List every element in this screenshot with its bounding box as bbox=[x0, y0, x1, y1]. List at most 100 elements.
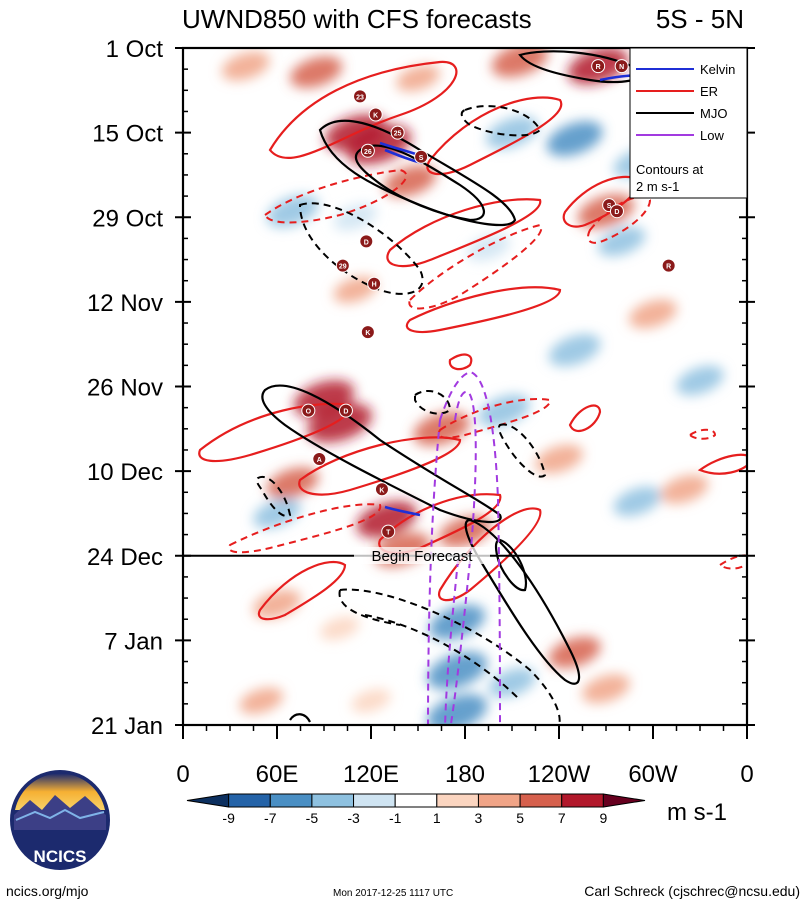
er-contour bbox=[257, 560, 347, 621]
anomaly-blob bbox=[548, 334, 601, 367]
storm-marker: K bbox=[360, 325, 375, 340]
y-axis-labels: 1 Oct 15 Oct 29 Oct 12 Nov 26 Nov 10 Dec 24 De… bbox=[87, 36, 163, 740]
legend-box bbox=[629, 47, 748, 199]
y-tick-label: 12 Nov bbox=[87, 290, 163, 317]
anomaly-blob bbox=[486, 116, 538, 149]
er-contour bbox=[688, 428, 717, 440]
er-contour bbox=[437, 507, 542, 602]
y-tick-label: 1 Oct bbox=[106, 36, 164, 63]
storm-marker: S bbox=[414, 149, 429, 164]
er-contour bbox=[268, 60, 458, 160]
colorbar-units: m s-1 bbox=[667, 799, 727, 826]
storm-marker: D bbox=[338, 403, 353, 418]
mjo-contour bbox=[338, 588, 561, 725]
er-contour bbox=[263, 168, 408, 224]
anomaly-blob bbox=[548, 636, 601, 669]
chart-title: UWND850 with CFS forecasts bbox=[182, 4, 532, 34]
mjo-contour bbox=[414, 390, 452, 415]
region-label: 5S - 5N bbox=[656, 4, 744, 34]
y-tick-label: 26 Nov bbox=[87, 375, 163, 402]
er-contour bbox=[448, 353, 473, 371]
legend-note-line2: 2 m s-1 bbox=[636, 179, 679, 194]
storm-marker: 29 bbox=[335, 258, 350, 273]
colorbar-bin bbox=[436, 793, 479, 808]
legend-label: ER bbox=[700, 84, 718, 99]
mjo-contour bbox=[497, 423, 547, 478]
storm-marker-label: R bbox=[666, 264, 671, 271]
axis-ticks bbox=[175, 47, 755, 739]
ncics-logo: NCICS bbox=[10, 770, 110, 870]
er-contour bbox=[386, 198, 542, 268]
colorbar-tick-label: 1 bbox=[433, 810, 441, 826]
mjo-contour bbox=[298, 202, 424, 295]
storm-marker: 23 bbox=[353, 89, 368, 104]
footer-url[interactable]: ncics.org/mjo bbox=[6, 883, 89, 899]
anomaly-blob bbox=[488, 667, 536, 698]
storm-marker-icon bbox=[609, 204, 624, 219]
anomaly-blob bbox=[676, 365, 724, 396]
storm-marker-icon bbox=[591, 59, 606, 74]
storm-marker: N bbox=[614, 59, 629, 74]
storm-marker-label: S bbox=[419, 155, 424, 162]
x-tick-label: 120E bbox=[343, 761, 399, 788]
er-contour bbox=[298, 436, 462, 496]
storm-marker-icon bbox=[360, 143, 375, 158]
storm-marker-icon bbox=[661, 258, 676, 273]
storm-marker-icon bbox=[359, 234, 374, 249]
x-tick-label: 120W bbox=[528, 761, 591, 788]
storm-marker-icon bbox=[368, 107, 383, 122]
mjo-contour bbox=[289, 713, 311, 723]
er-contour bbox=[228, 503, 382, 554]
y-tick-label: 10 Dec bbox=[87, 459, 163, 486]
low-contour bbox=[439, 370, 501, 725]
anomaly-blob bbox=[660, 474, 709, 504]
mjo-contour bbox=[318, 119, 517, 227]
storm-marker-label: K bbox=[379, 487, 384, 494]
storm-marker-icon bbox=[414, 149, 429, 164]
colorbar-tick-label: 7 bbox=[558, 810, 566, 826]
legend-label: Kelvin bbox=[700, 62, 735, 77]
storm-marker-icon bbox=[335, 258, 350, 273]
x-tick-label: 0 bbox=[176, 761, 189, 788]
er-contours-negative bbox=[228, 168, 747, 570]
legend-note-line1: Contours at bbox=[636, 162, 704, 177]
anomaly-blob bbox=[290, 56, 343, 88]
colorbar-tick-label: -9 bbox=[222, 810, 235, 826]
colorbar-bin bbox=[353, 793, 396, 808]
x-tick-label: 0 bbox=[740, 761, 753, 788]
colorbar-bin bbox=[477, 793, 521, 808]
colorbar-bin bbox=[269, 793, 313, 808]
logo-text: NCICS bbox=[34, 847, 87, 866]
er-contour bbox=[587, 195, 652, 244]
storm-marker-label: K bbox=[365, 330, 370, 337]
storm-marker: A bbox=[312, 452, 327, 467]
storm-marker-label: 26 bbox=[364, 149, 372, 156]
storm-marker-label: 29 bbox=[339, 264, 347, 271]
anomaly-blob bbox=[320, 616, 360, 641]
storm-marker-icon bbox=[301, 403, 316, 418]
legend-items: Kelvin ER MJO Low bbox=[636, 62, 735, 143]
anomaly-blob bbox=[221, 51, 270, 81]
forecast-label: Begin Forecast bbox=[372, 548, 474, 565]
anomaly-blob bbox=[396, 65, 440, 92]
footer-author: Carl Schreck (cjschrec@ncsu.edu) bbox=[584, 883, 800, 899]
anomaly-blob bbox=[333, 203, 377, 231]
forecast-label-bg bbox=[354, 547, 490, 564]
y-tick-label: 29 Oct bbox=[92, 205, 163, 232]
storm-marker-icon bbox=[374, 482, 389, 497]
storm-marker: H bbox=[367, 276, 382, 291]
storm-marker-icon bbox=[360, 325, 375, 340]
colorbar-bin bbox=[186, 793, 230, 808]
y-tick-label: 7 Jan bbox=[104, 628, 163, 655]
storm-marker-icon bbox=[353, 89, 368, 104]
y-tick-label: 21 Jan bbox=[91, 713, 163, 740]
legend-label: MJO bbox=[700, 106, 727, 121]
colorbar-bin bbox=[561, 793, 604, 808]
mjo-contours-negative bbox=[255, 105, 561, 725]
mjo-contour bbox=[460, 105, 542, 137]
colorbar-tick-label: -1 bbox=[389, 810, 402, 826]
storm-marker-label: O bbox=[306, 409, 312, 416]
er-contour bbox=[718, 554, 747, 570]
colorbar-tick-label: 9 bbox=[599, 810, 607, 826]
